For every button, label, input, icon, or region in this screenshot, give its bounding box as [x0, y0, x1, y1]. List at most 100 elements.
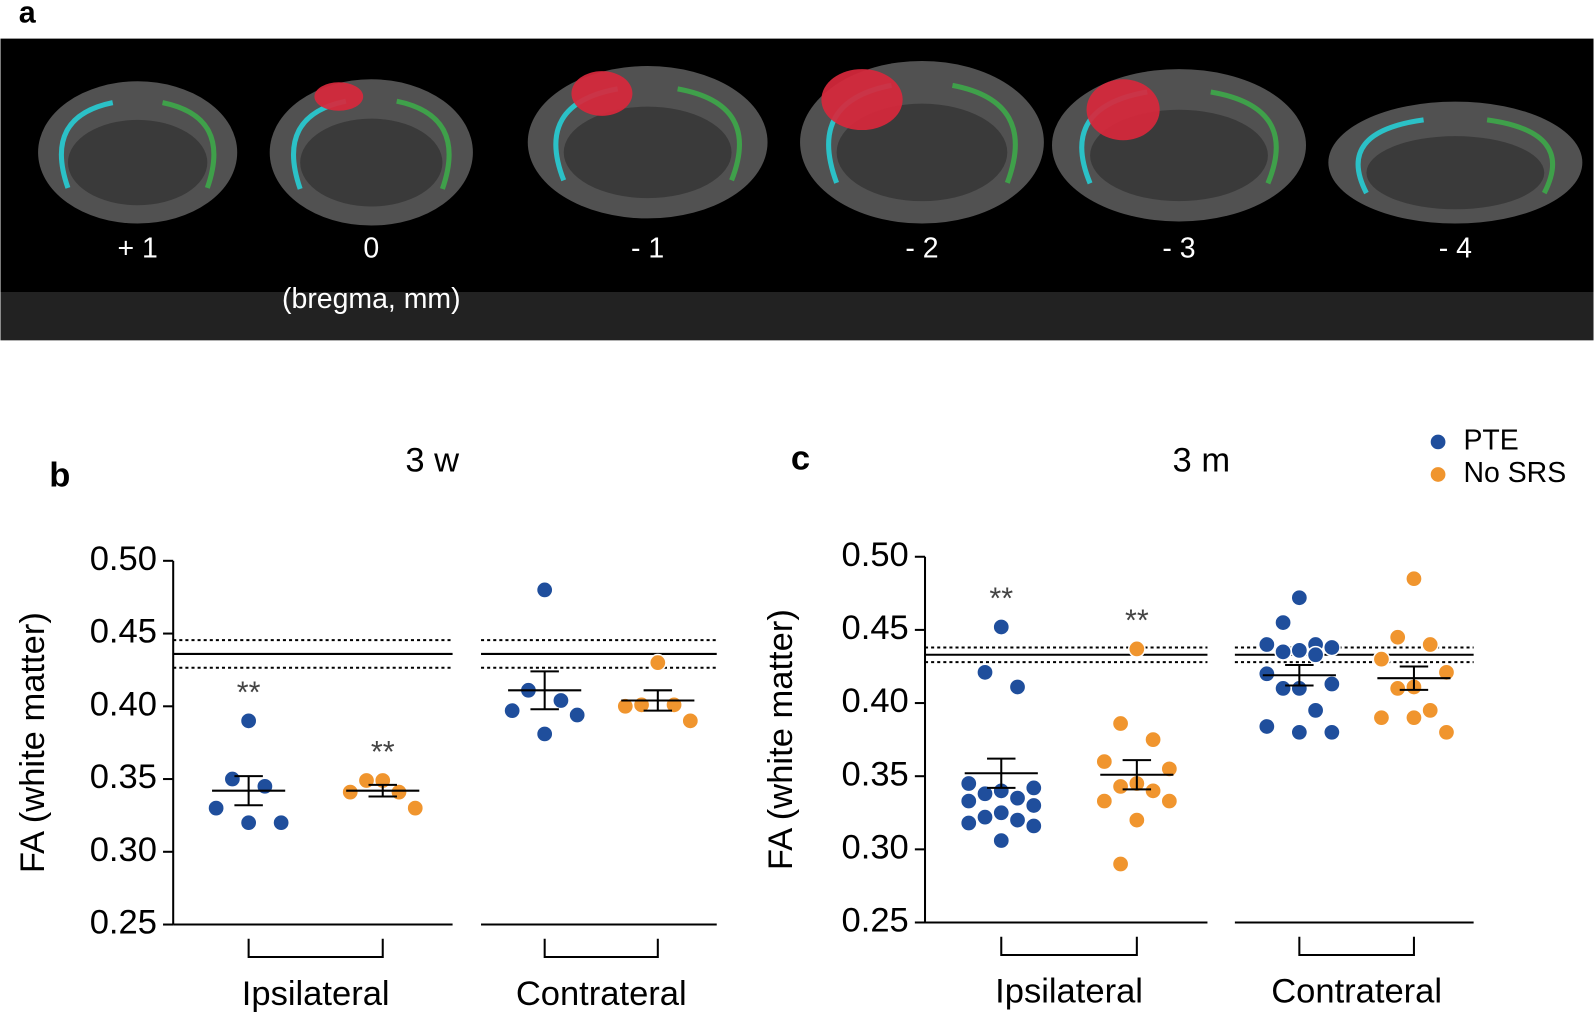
sem-bar	[1399, 665, 1429, 691]
data-point	[1160, 792, 1179, 810]
y-tick-label: 0.50	[842, 536, 909, 574]
sem-bar	[1122, 759, 1152, 791]
panel-letter: a	[19, 0, 37, 29]
bregma-label: - 1	[631, 232, 664, 264]
lesion	[1086, 79, 1160, 141]
data-point	[535, 581, 554, 599]
data-point	[1437, 663, 1456, 682]
y-axis-label: FA (white matter)	[762, 609, 800, 870]
brain-core	[1366, 136, 1545, 210]
significance-label: **	[989, 582, 1013, 616]
brain-core	[300, 118, 443, 207]
data-point	[1290, 641, 1309, 660]
significance-label: **	[237, 675, 261, 709]
data-point	[357, 771, 376, 790]
data-point	[648, 653, 667, 672]
data-point	[1257, 717, 1276, 736]
data-point	[1095, 752, 1114, 771]
y-tick-label: 0.40	[90, 685, 157, 723]
data-point	[255, 777, 274, 796]
lesion	[314, 82, 364, 111]
data-point	[1290, 588, 1309, 607]
data-point	[1421, 635, 1440, 654]
y-tick-label: 0.35	[842, 755, 909, 793]
group-bracket	[247, 938, 384, 959]
brain-core	[563, 106, 732, 199]
data-point	[552, 691, 570, 710]
x-tick-label: Contrateral	[1271, 973, 1442, 1011]
data-point	[1024, 817, 1043, 835]
x-tick-label: Ipsilateral	[995, 973, 1143, 1011]
data-point	[1257, 635, 1276, 654]
bregma-unit: (bregma, mm)	[282, 283, 461, 315]
data-point	[1144, 730, 1162, 749]
data-point	[1008, 789, 1027, 808]
lesion	[571, 71, 633, 116]
chart-title: 3 m	[1173, 441, 1231, 479]
data-point	[1257, 664, 1276, 683]
brain-core	[836, 103, 1008, 202]
group-bracket	[543, 938, 659, 959]
data-point	[390, 783, 408, 802]
tract-left	[1355, 117, 1424, 195]
data-point	[1322, 675, 1341, 693]
data-point	[1388, 679, 1407, 698]
y-tick-label: 0.45	[90, 613, 157, 651]
x-tick-label: Ipsilateral	[242, 975, 390, 1013]
data-point	[1372, 708, 1391, 727]
data-point	[616, 697, 635, 716]
y-tick-label: 0.30	[90, 831, 157, 869]
data-point	[568, 706, 587, 724]
x-tick-label: Contrateral	[516, 975, 687, 1013]
legend-marker	[1429, 433, 1447, 451]
sem-bar	[368, 783, 397, 798]
data-point	[992, 618, 1011, 636]
data-point	[992, 831, 1011, 850]
data-point	[681, 711, 700, 730]
y-tick-label: 0.50	[90, 540, 157, 578]
sem-bar	[643, 689, 673, 712]
legend-marker	[1429, 465, 1447, 484]
tract-right	[1486, 117, 1556, 195]
data-point	[1290, 723, 1309, 742]
panel-letter: b	[49, 457, 70, 495]
lesion	[821, 69, 903, 131]
data-point	[1127, 640, 1146, 658]
data-point	[976, 663, 994, 682]
brain-core	[67, 119, 208, 206]
bregma-label: - 2	[905, 232, 938, 264]
data-point	[1024, 796, 1043, 815]
group-bracket	[1298, 936, 1415, 957]
image-strip-footer	[0, 292, 1594, 341]
y-tick-label: 0.45	[842, 609, 909, 647]
data-point	[1388, 628, 1407, 647]
sem-bar	[987, 757, 1016, 789]
data-point	[959, 792, 978, 810]
data-point	[239, 813, 258, 832]
bregma-label: 0	[363, 232, 379, 264]
y-tick-label: 0.40	[842, 682, 909, 720]
data-point	[1111, 855, 1130, 873]
data-point	[341, 783, 360, 802]
data-point	[1421, 701, 1440, 720]
legend-label: No SRS	[1463, 457, 1566, 489]
data-point	[976, 784, 994, 803]
data-point	[1274, 679, 1292, 698]
data-point	[1144, 781, 1162, 800]
data-point	[1008, 811, 1027, 829]
data-point	[959, 814, 978, 832]
data-point	[535, 725, 554, 743]
data-point	[406, 799, 425, 818]
bregma-label: + 1	[117, 232, 157, 264]
data-point	[1405, 569, 1423, 588]
image-strip	[0, 38, 1594, 293]
data-point	[1306, 645, 1325, 664]
data-point	[1437, 723, 1456, 742]
sem-bar	[234, 775, 263, 807]
y-tick-label: 0.25	[90, 904, 157, 942]
tract-right	[162, 100, 217, 189]
y-tick-label: 0.35	[90, 758, 157, 796]
sem-bar	[1285, 663, 1314, 687]
legend-label: PTE	[1463, 424, 1518, 456]
chart-title: 3 w	[405, 441, 460, 479]
